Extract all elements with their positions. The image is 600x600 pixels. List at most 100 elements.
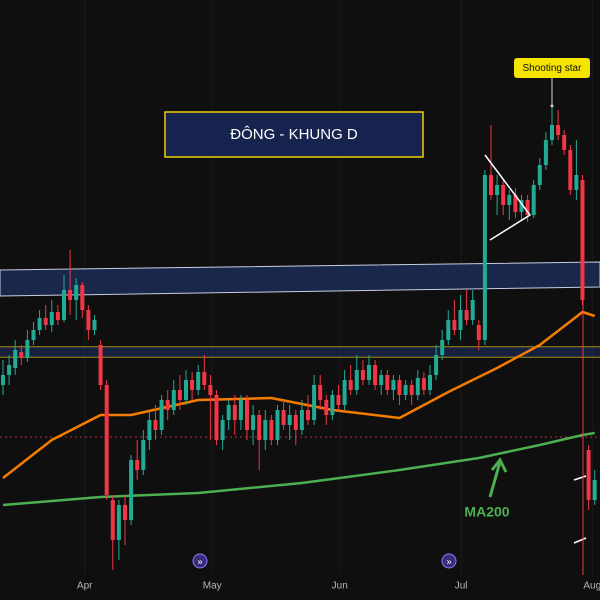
- event-icon: [192, 553, 208, 569]
- candle-body: [86, 310, 91, 330]
- x-tick-label: Jun: [332, 581, 348, 592]
- candle-body: [458, 310, 463, 330]
- x-axis-strip: [0, 575, 600, 600]
- candle-body: [104, 385, 109, 495]
- candle-body: [263, 420, 268, 440]
- candle-body: [501, 185, 506, 205]
- candle-body: [519, 200, 524, 212]
- ma200-arrow: [488, 457, 508, 498]
- candle-body: [287, 415, 292, 425]
- candle-body: [574, 175, 579, 190]
- candle-body: [92, 320, 97, 330]
- candle-body: [37, 318, 42, 330]
- candle-body: [330, 395, 335, 415]
- candle-body: [244, 400, 249, 430]
- candle-body: [549, 125, 554, 140]
- candle-body: [342, 380, 347, 405]
- candle-body: [220, 420, 225, 440]
- candle-body: [348, 380, 353, 390]
- candle-body: [129, 460, 134, 520]
- candle-body: [421, 378, 426, 390]
- candle-body: [470, 300, 475, 320]
- candle-body: [202, 372, 207, 385]
- candle-body: [324, 400, 329, 415]
- candle-body: [153, 420, 158, 430]
- candle-body: [19, 352, 24, 358]
- candle-body: [434, 355, 439, 375]
- candle-body: [80, 285, 85, 310]
- candle-body: [513, 195, 518, 212]
- candle-body: [543, 140, 548, 165]
- candle-body: [568, 150, 573, 190]
- candle-body: [373, 365, 378, 385]
- candle-body: [562, 135, 567, 150]
- candle-body: [385, 375, 390, 390]
- candle-body: [68, 290, 73, 300]
- candle-body: [43, 318, 48, 325]
- chart-title: ĐÔNG - KHUNG D: [230, 126, 358, 143]
- candle-body: [110, 500, 115, 540]
- candle-body: [55, 312, 60, 320]
- candle-body: [190, 380, 195, 390]
- candle-body: [7, 365, 12, 375]
- candle-body: [269, 420, 274, 440]
- candle-body: [13, 350, 18, 368]
- candle-body: [31, 330, 36, 340]
- candle-body: [464, 310, 469, 320]
- candle-body: [177, 390, 182, 400]
- candle-body: [531, 185, 536, 215]
- candle-body: [25, 340, 30, 358]
- x-axis: Apr May Jun Jul Aug: [77, 581, 600, 592]
- candle-body: [98, 345, 103, 385]
- candle-body: [275, 410, 280, 440]
- candle-body: [452, 320, 457, 330]
- candle-body: [281, 410, 286, 425]
- x-tick-label: May: [203, 581, 222, 592]
- candle-body: [488, 175, 493, 195]
- annotation-text: Shooting star: [523, 63, 583, 74]
- event-icon-glyph: »: [197, 556, 202, 566]
- candle-body: [427, 375, 432, 390]
- candle-body: [476, 325, 481, 340]
- candle-body: [312, 385, 317, 420]
- candle-body: [415, 378, 420, 395]
- candle-body: [446, 320, 451, 340]
- title-box: [164, 111, 424, 158]
- candle-body: [495, 185, 500, 195]
- x-tick-label: Jul: [455, 581, 468, 592]
- triangle-drawing: [484, 154, 532, 241]
- candle-body: [556, 125, 561, 135]
- candle-body: [592, 480, 597, 500]
- channel-zone: [0, 261, 600, 297]
- candle-body: [208, 385, 213, 395]
- candle-body: [49, 312, 54, 325]
- candle-body: [196, 372, 201, 390]
- candle-body: [147, 420, 152, 440]
- candle-body: [61, 290, 66, 320]
- candle-body: [165, 400, 170, 410]
- candle-body: [360, 370, 365, 380]
- candle-body: [318, 385, 323, 400]
- ma-line: [2, 431, 595, 507]
- candle-body: [122, 505, 127, 520]
- annotation-box: [513, 58, 590, 78]
- candle-body: [251, 415, 256, 430]
- candle-body: [586, 450, 591, 500]
- candle-body: [537, 165, 542, 185]
- x-tick-label: Aug: [583, 581, 600, 592]
- candle-body: [183, 380, 188, 400]
- candle-body: [580, 180, 585, 300]
- candle-body: [214, 395, 219, 440]
- annotations: Shooting star: [513, 58, 590, 108]
- candle-body: [409, 385, 414, 395]
- level-zone: [0, 347, 600, 357]
- candle-body: [482, 175, 487, 340]
- candle-body: [116, 505, 121, 540]
- candle-body: [238, 400, 243, 420]
- candle-body: [299, 410, 304, 430]
- candle-body: [440, 340, 445, 355]
- candle-body: [354, 370, 359, 390]
- candle-body: [391, 380, 396, 390]
